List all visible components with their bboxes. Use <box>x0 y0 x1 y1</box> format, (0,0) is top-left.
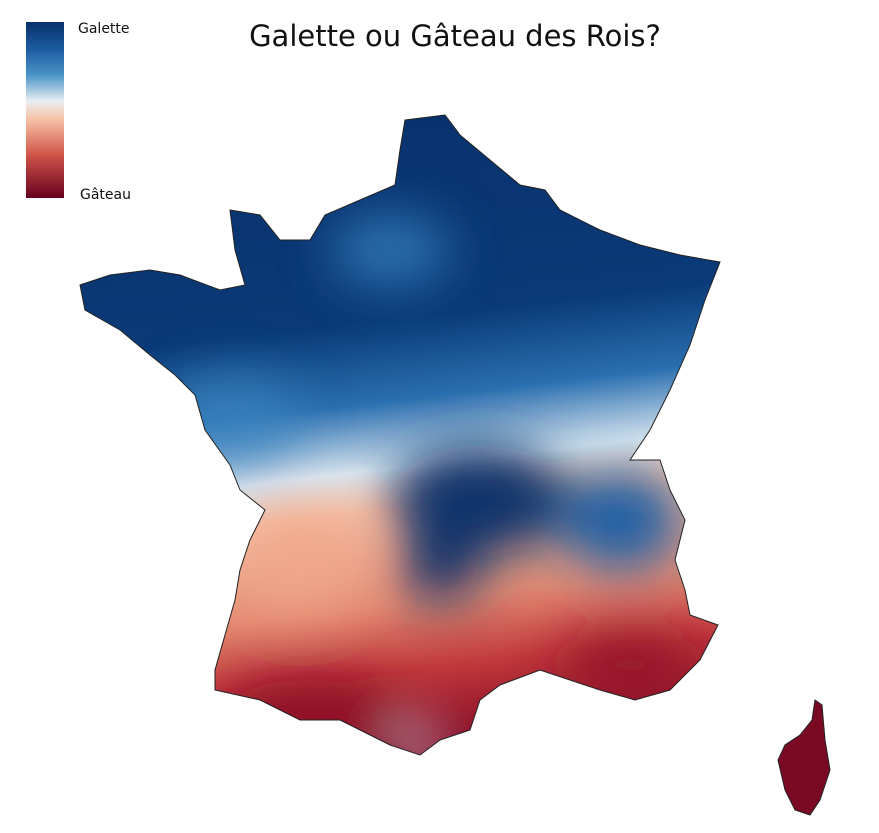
corsica <box>777 699 831 816</box>
france <box>80 115 720 755</box>
legend-top-label: Galette <box>78 21 130 37</box>
map-title: Galette ou Gâteau des Rois? <box>249 19 661 53</box>
colorbar <box>26 22 64 198</box>
legend-bottom-label: Gâteau <box>80 187 131 203</box>
